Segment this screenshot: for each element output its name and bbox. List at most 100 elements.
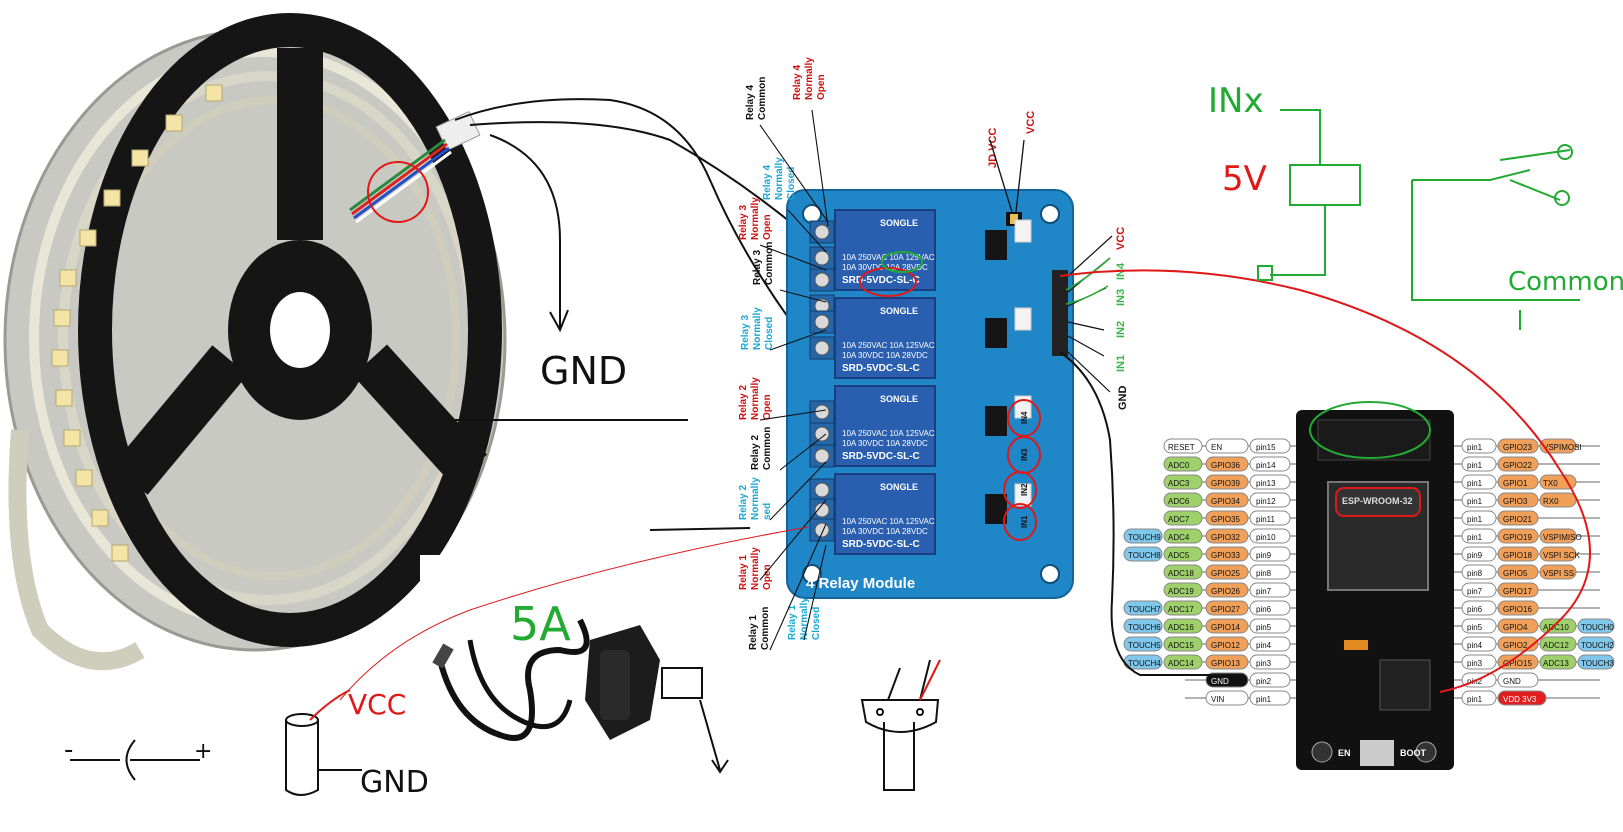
relay-terminal-label-r1-no: Relay 1 Normally Open (738, 547, 773, 590)
annotation-common: Common (1508, 267, 1623, 297)
relay-model: SRD-5VDC-SL-C (842, 539, 920, 550)
esp-left-pin-row: pin9 GPIO33 ADC5 TOUCH8 (1123, 546, 1296, 562)
relay-rating: 10A 250VAC 10A 125VAC (842, 429, 935, 438)
relay-rating: 10A 30VDC 10A 28VDC (842, 527, 928, 536)
optocoupler (985, 230, 1007, 260)
pin-number: pin9 (1256, 551, 1272, 560)
svg-text:Common: Common (757, 77, 768, 120)
relay-rating: 10A 30VDC 10A 28VDC (842, 351, 928, 360)
pin-number: pin1 (1467, 695, 1483, 704)
annotation-5a: 5A (510, 597, 571, 651)
input-led (1014, 219, 1032, 243)
relay-schematic-sketch (1257, 109, 1580, 330)
esp-left-pin-row: pin7 GPIO26 ADC19 (1163, 582, 1296, 598)
pin-name: GPIO34 (1211, 497, 1240, 506)
pin-number: pin1 (1256, 695, 1272, 704)
pin-tag: VSPIMISO (1543, 533, 1582, 542)
relay-brand: SONGLE (880, 394, 918, 404)
pin-number: pin1 (1467, 443, 1483, 452)
esp-right-pin-row: pin9 GPIO18 VSPI SCK (1454, 546, 1600, 562)
pin-name: GPIO22 (1503, 461, 1532, 470)
pin-name: VIN (1211, 695, 1225, 704)
relay-rating: 10A 250VAC 10A 125VAC (842, 341, 935, 350)
screw-head (814, 314, 830, 330)
pin-tag: ADC10 (1543, 623, 1569, 632)
annotation-5v: 5V (1222, 159, 1267, 199)
led-strip-reel (3, 13, 540, 675)
pin-name: GPIO17 (1503, 587, 1532, 596)
pin-number: pin1 (1467, 515, 1483, 524)
pin-name: GPIO23 (1503, 443, 1532, 452)
esp-left-pin-row: pin4 GPIO12 ADC15 TOUCH5 (1123, 636, 1296, 652)
svg-text:Relay 2: Relay 2 (738, 385, 749, 420)
relay-input-label: IN4 (1020, 411, 1029, 424)
input-led (1014, 483, 1032, 507)
pin-name: GPIO18 (1503, 551, 1532, 560)
esp-right-pin-row: pin1 VDD 3V3 (1454, 690, 1600, 706)
relay-rating: 10A 30VDC 10A 28VDC (842, 439, 928, 448)
annotation-minus: - (64, 735, 73, 765)
svg-text:Open: Open (762, 564, 773, 590)
esp-left-pin-row: pin10 GPIO32 ADC4 TOUCH9 (1123, 528, 1296, 544)
svg-text:Closed: Closed (764, 317, 775, 350)
label-in3: IN3 (1115, 289, 1127, 306)
relay-terminal-label-r3-no: Relay 3 Normally Open (738, 197, 773, 240)
esp-right-pin-row: pin1 GPIO22 (1454, 456, 1600, 472)
dc-jack-sketch (70, 689, 362, 796)
pin-number: pin7 (1467, 587, 1483, 596)
pin-number: pin15 (1256, 443, 1276, 452)
svg-text:Open: Open (762, 394, 773, 420)
pin-tag: ADC5 (1168, 551, 1190, 560)
pin-tag: ADC16 (1168, 623, 1194, 632)
pin-tag: TOUCH8 (1128, 551, 1161, 560)
label-vcc-right: VCC (1115, 227, 1127, 250)
screw-head (814, 340, 830, 356)
pin-number: pin8 (1256, 569, 1272, 578)
esp-right-pin-row: pin6 GPIO16 (1454, 600, 1600, 616)
esp-left-pin-row: pin8 GPIO25 ADC18 (1163, 564, 1296, 580)
pin-number: pin3 (1467, 659, 1483, 668)
wire-black-gnd (1059, 351, 1240, 676)
pin-number: pin11 (1256, 515, 1276, 524)
power-adapter (432, 618, 729, 774)
pin-number: pin10 (1256, 533, 1276, 542)
pin-number: pin6 (1467, 605, 1483, 614)
esp-left-pin-row: pin13 GPIO39 ADC3 (1163, 474, 1296, 490)
svg-text:Relay 1: Relay 1 (738, 555, 749, 590)
pin-name: GPIO39 (1211, 479, 1240, 488)
pin-number: pin1 (1467, 533, 1483, 542)
pin-tag: TOUCH9 (1128, 533, 1161, 542)
pin-tag: RESET (1168, 443, 1195, 452)
svg-text:sed: sed (762, 503, 773, 520)
pin-tag: ADC17 (1168, 605, 1194, 614)
pin-tag: VSPIMOSI (1543, 443, 1582, 452)
relay-terminal-label-r1-nc: Relay 1 Normally Closed (787, 597, 822, 640)
pin-tag: ADC0 (1168, 461, 1190, 470)
pin-tag: ADC12 (1543, 641, 1569, 650)
pin-name: GPIO12 (1211, 641, 1240, 650)
relay-terminal-label-r2-no: Relay 2 Normally Open (738, 377, 773, 420)
svg-text:Normally: Normally (750, 197, 761, 240)
relay-terminal-label-r4-no: Relay 4 Normally Open (792, 57, 827, 100)
pin-tag: ADC14 (1168, 659, 1194, 668)
wire-red-vcc (1059, 269, 1591, 693)
label-gnd-right: GND (1117, 386, 1129, 411)
led-chips (51, 84, 223, 562)
relay-model: SRD-5VDC-SL-C (842, 363, 920, 374)
annotation-vcc: VCC (348, 688, 406, 721)
pin-number: pin2 (1256, 677, 1272, 686)
screw-head (814, 224, 830, 240)
pin-name: GPIO32 (1211, 533, 1240, 542)
pin-name: GPIO27 (1211, 605, 1240, 614)
esp-boot-label: BOOT (1400, 748, 1427, 758)
pin-number: pin13 (1256, 479, 1276, 488)
pin-number: pin3 (1256, 659, 1272, 668)
relay-right-labels: VCC IN4 IN3 IN2 IN1 GND (1067, 227, 1129, 411)
esp-left-pin-row: pin5 GPIO14 ADC16 TOUCH6 (1123, 618, 1296, 634)
esp-right-pin-row: pin3 GPIO15 ADC13 TOUCH3 (1454, 654, 1615, 670)
annotation-inx: INx (1208, 81, 1264, 121)
